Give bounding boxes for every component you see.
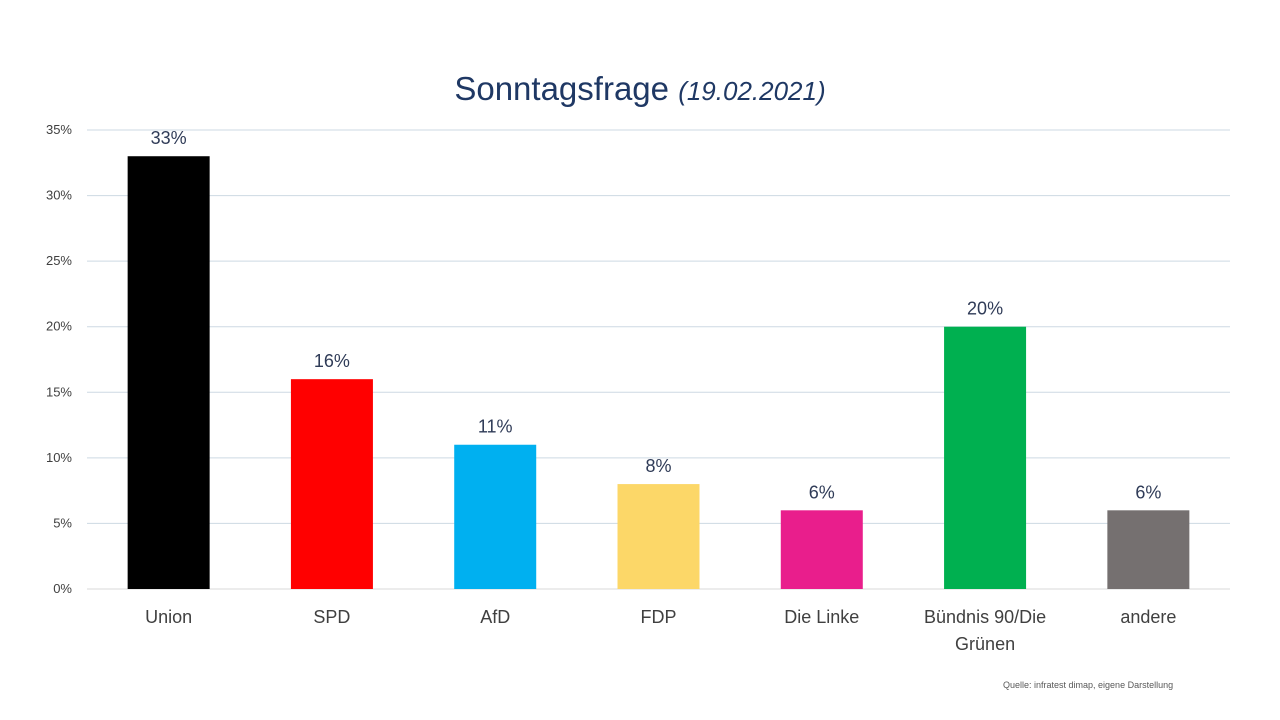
bar [1107,510,1190,589]
y-tick-label: 5% [53,515,72,530]
chart-title: Sonntagsfrage (19.02.2021) [0,70,1280,108]
y-tick-label: 30% [46,188,72,203]
source-note: Quelle: infratest dimap, eigene Darstell… [1003,680,1174,690]
y-tick-label: 10% [46,450,72,465]
y-tick-label: 15% [46,384,72,399]
bar [780,510,863,589]
data-label: 20% [967,299,1003,319]
chart-title-text: Sonntagsfrage [454,70,670,107]
x-tick-label: FDP [641,607,677,627]
y-tick-label: 25% [46,253,72,268]
x-tick-label: Union [145,607,192,627]
bar [617,484,700,589]
x-tick-label: Die Linke [784,607,859,627]
data-label: 6% [809,482,835,502]
y-tick-label: 0% [53,581,72,596]
data-label: 6% [1135,482,1161,502]
x-tick-label: SPD [313,607,350,627]
data-label: 33% [151,128,187,148]
bar [454,444,537,589]
x-tick-label: andere [1120,607,1176,627]
y-tick-label: 20% [46,319,72,334]
bar [290,379,373,589]
bar [127,156,210,589]
y-tick-label: 35% [46,122,72,137]
chart-subtitle: (19.02.2021) [678,76,826,106]
x-tick-label: Bündnis 90/Die [924,607,1046,627]
data-label: 16% [314,351,350,371]
x-tick-label: AfD [480,607,510,627]
data-label: 11% [478,417,513,437]
bar [944,326,1027,589]
data-label: 8% [645,456,671,476]
x-tick-label: Grünen [955,634,1015,654]
